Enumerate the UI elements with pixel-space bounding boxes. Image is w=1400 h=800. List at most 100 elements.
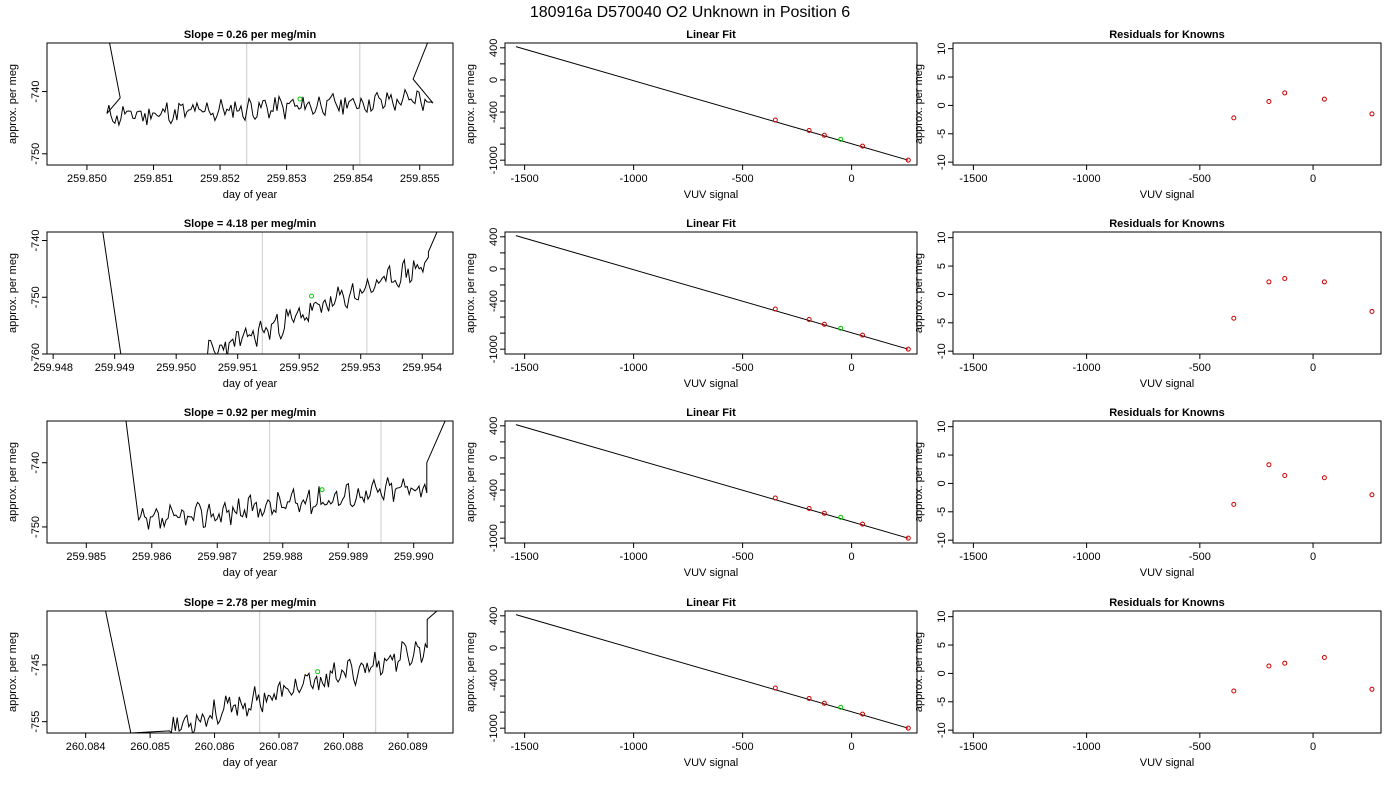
residual-point xyxy=(1369,492,1375,498)
panel-title: Residuals for Knowns xyxy=(1109,218,1225,230)
plot-area xyxy=(1231,90,1375,121)
y-tick-label: 400 xyxy=(488,417,500,435)
y-tick-label: -5 xyxy=(936,129,948,139)
x-tick-label: -500 xyxy=(1189,362,1211,374)
y-axis-label: approx. per meg xyxy=(7,632,19,712)
y-tick-label: -745 xyxy=(30,654,42,676)
y-axis-label: approx. per meg xyxy=(7,253,19,333)
residual-point xyxy=(1369,308,1375,314)
x-tick-label: 259.990 xyxy=(394,551,434,563)
panel-title: Slope = 4.18 per meg/min xyxy=(184,218,317,230)
x-tick-label: 0 xyxy=(849,741,855,753)
x-tick-label: -1000 xyxy=(1073,362,1101,374)
y-tick-label: 0 xyxy=(488,266,500,272)
residual-point xyxy=(1266,98,1272,104)
residual-point xyxy=(1231,501,1237,507)
y-axis-label: approx. per meg xyxy=(465,442,477,522)
y-tick-label: -755 xyxy=(30,711,42,733)
plot-area xyxy=(515,614,911,731)
x-tick-label: 259.852 xyxy=(200,173,240,185)
x-tick-label: 259.954 xyxy=(402,362,442,374)
unknown-point xyxy=(838,136,844,142)
residual-point xyxy=(1266,663,1272,669)
known-point xyxy=(905,346,911,352)
known-point xyxy=(806,127,812,133)
x-tick-label: 260.084 xyxy=(66,741,106,753)
residual-point xyxy=(1321,279,1327,285)
y-tick-label: -1000 xyxy=(488,335,500,363)
fit-line xyxy=(515,235,909,350)
x-axis-label: day of year xyxy=(223,757,278,769)
residual-point xyxy=(1282,276,1288,282)
x-tick-label: 259.985 xyxy=(66,551,106,563)
residual-point xyxy=(1231,688,1237,694)
plot-frame xyxy=(46,610,454,734)
x-tick-label: 259.950 xyxy=(156,362,196,374)
x-tick-label: -1000 xyxy=(620,551,648,563)
residual-point xyxy=(1231,315,1237,321)
x-tick-label: 260.085 xyxy=(130,741,170,753)
y-tick-label: 0 xyxy=(936,291,948,297)
y-tick-label: -5 xyxy=(936,697,948,707)
known-point xyxy=(772,495,778,501)
x-axis-label: VUV signal xyxy=(1140,378,1194,390)
x-axis-label: VUV signal xyxy=(684,189,738,201)
known-point xyxy=(860,143,866,149)
panel-title: Slope = 2.78 per meg/min xyxy=(184,597,317,609)
x-tick-label: -1500 xyxy=(511,741,539,753)
x-tick-label: -500 xyxy=(1189,741,1211,753)
x-axis-label: day of year xyxy=(223,567,278,579)
x-tick-label: -500 xyxy=(732,551,754,563)
y-tick-label: 5 xyxy=(936,452,948,458)
y-tick-label: -10 xyxy=(936,532,948,548)
plot-area xyxy=(106,43,434,165)
y-axis-label: approx. per meg xyxy=(913,632,925,712)
x-tick-label: -500 xyxy=(732,173,754,185)
unknown-marker xyxy=(315,669,321,675)
y-tick-label: 10 xyxy=(936,611,948,623)
x-tick-label: 259.951 xyxy=(218,362,258,374)
known-point xyxy=(821,510,827,516)
panel-r3-c1: Linear Fit -1500 -1000 -500 0 VUV signal -1000… xyxy=(465,597,918,769)
panel-r3-c0: Slope = 2.78 per meg/min 260.084 260.085 26… xyxy=(7,597,454,769)
x-tick-label: 259.987 xyxy=(197,551,237,563)
y-tick-label: -10 xyxy=(936,343,948,359)
panel-r2-c2: Residuals for Knowns -1500 -1000 -500 0 VUV s… xyxy=(913,407,1382,579)
x-tick-label: 260.086 xyxy=(195,741,235,753)
fit-line xyxy=(515,46,909,161)
x-tick-label: 259.855 xyxy=(400,173,440,185)
x-tick-label: -1500 xyxy=(959,173,987,185)
y-tick-label: -740 xyxy=(30,81,42,103)
panel-r1-c0: Slope = 4.18 per meg/min 259.948 259.949 25… xyxy=(7,218,454,390)
x-tick-label: 0 xyxy=(1310,362,1316,374)
panel-r3-c2: Residuals for Knowns -1500 -1000 -500 0 VUV s… xyxy=(913,597,1382,769)
plot-area xyxy=(515,46,911,163)
y-tick-label: 0 xyxy=(936,480,948,486)
known-point xyxy=(905,725,911,731)
y-tick-label: -1000 xyxy=(488,524,500,552)
x-tick-label: 0 xyxy=(1310,741,1316,753)
x-axis-label: VUV signal xyxy=(1140,567,1194,579)
x-tick-label: -1500 xyxy=(511,551,539,563)
x-tick-label: -1500 xyxy=(959,741,987,753)
panel-r2-c0: Slope = 0.92 per meg/min 259.985 259.986 25… xyxy=(7,407,454,579)
x-axis-label: VUV signal xyxy=(684,757,738,769)
known-point xyxy=(860,521,866,527)
y-axis-label: approx. per meg xyxy=(7,64,19,144)
x-tick-label: 0 xyxy=(849,551,855,563)
x-tick-label: 259.989 xyxy=(328,551,368,563)
residual-point xyxy=(1282,660,1288,666)
x-tick-label: 0 xyxy=(1310,551,1316,563)
residual-point xyxy=(1231,115,1237,121)
residual-point xyxy=(1369,686,1375,692)
signal-trace xyxy=(105,611,438,733)
figure-title: 180916a D570040 O2 Unknown in Position 6 xyxy=(530,4,850,21)
x-tick-label: -1000 xyxy=(620,362,648,374)
y-tick-label: -10 xyxy=(936,154,948,170)
panel-title: Linear Fit xyxy=(686,218,736,230)
y-tick-label: 5 xyxy=(936,74,948,80)
plot-area xyxy=(105,611,438,733)
x-tick-label: 259.986 xyxy=(132,551,172,563)
known-point xyxy=(772,117,778,123)
x-axis-label: VUV signal xyxy=(1140,757,1194,769)
